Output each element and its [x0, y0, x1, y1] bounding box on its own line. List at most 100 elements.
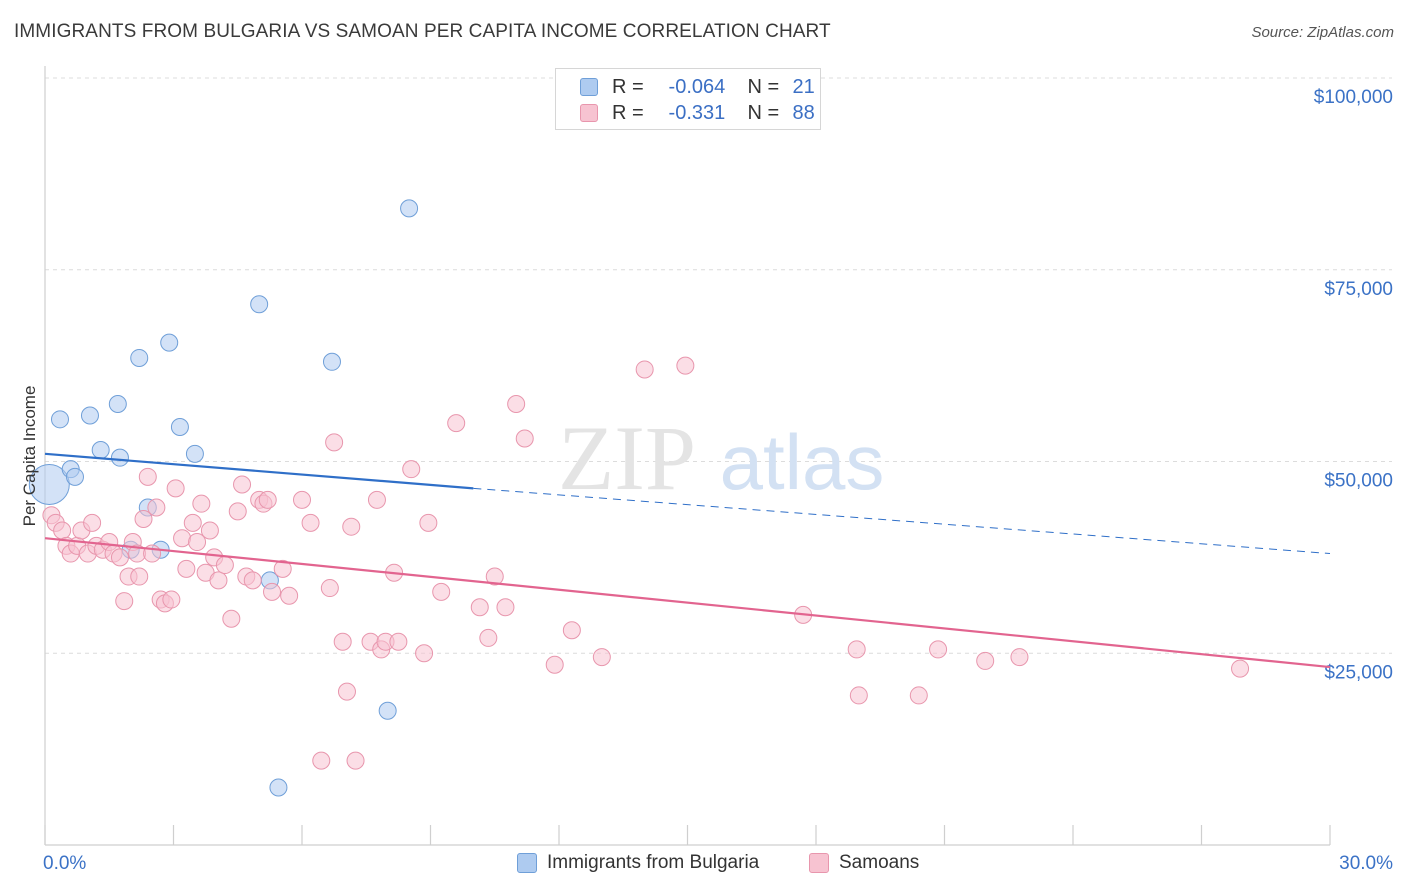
y-tick-label: $50,000 — [1324, 471, 1393, 492]
y-tick-label: $25,000 — [1324, 662, 1393, 683]
point-samoans — [325, 433, 344, 452]
point-samoans — [147, 498, 166, 517]
point-bulgaria — [108, 394, 127, 413]
axes — [44, 66, 1331, 846]
point-samoans — [485, 567, 504, 586]
point-samoans — [110, 548, 129, 567]
point-bulgaria — [91, 440, 110, 459]
chart-title: IMMIGRANTS FROM BULGARIA VS SAMOAN PER C… — [14, 21, 831, 42]
point-bulgaria — [250, 295, 269, 314]
point-samoans — [1010, 648, 1029, 667]
legend-n-value: 88 — [792, 101, 815, 124]
watermark-zip: ZIP — [558, 407, 696, 509]
legend-swatch-samoans — [580, 104, 598, 122]
legend-row-samoans: R = -0.331 N = 88 — [580, 101, 815, 125]
watermark-atlas: atlas — [720, 418, 885, 506]
point-bulgaria — [322, 352, 341, 371]
point-samoans — [507, 394, 526, 413]
point-samoans — [346, 751, 365, 770]
point-samoans — [402, 460, 421, 479]
y-tick-label: $75,000 — [1324, 279, 1393, 300]
legend-swatch-samoans — [809, 853, 829, 873]
point-samoans — [258, 490, 277, 509]
point-samoans — [301, 513, 320, 532]
y-tick-label: $100,000 — [1314, 87, 1393, 108]
point-samoans — [200, 521, 219, 540]
x-tick-label: 0.0% — [43, 853, 86, 874]
trendline-samoans — [44, 537, 1331, 669]
legend-n-label: N = — [747, 75, 780, 98]
point-bulgaria — [80, 406, 99, 425]
point-samoans — [115, 592, 134, 611]
point-samoans — [909, 686, 928, 705]
point-samoans — [545, 655, 564, 674]
point-samoans — [929, 640, 948, 659]
legend-n-value: 21 — [792, 75, 815, 98]
point-samoans — [676, 356, 695, 375]
legend-label-samoans: Samoans — [839, 852, 920, 873]
point-bulgaria — [130, 348, 149, 367]
grid — [45, 77, 1392, 654]
point-samoans — [177, 559, 196, 578]
point-bulgaria — [160, 333, 179, 352]
series-legend: Immigrants from Bulgaria Samoans — [0, 852, 1406, 878]
point-samoans — [233, 475, 252, 494]
y-axis-label: Per Capita Income — [20, 386, 39, 527]
legend-label-bulgaria: Immigrants from Bulgaria — [547, 852, 760, 873]
legend-r-value: -0.064 — [668, 75, 726, 98]
point-samoans — [138, 467, 157, 486]
point-samoans — [562, 621, 581, 640]
point-samoans — [333, 632, 352, 651]
point-samoans — [367, 490, 386, 509]
point-samoans — [243, 571, 262, 590]
point-samoans — [173, 529, 192, 548]
point-bulgaria — [269, 778, 288, 797]
point-samoans — [134, 510, 153, 529]
point-samoans — [419, 513, 438, 532]
x-tick-label: 30.0% — [1339, 853, 1393, 874]
point-bulgaria — [110, 448, 129, 467]
point-bulgaria — [50, 410, 69, 429]
source-label: Source: ZipAtlas.com — [1251, 24, 1394, 41]
point-samoans — [447, 414, 466, 433]
point-samoans — [162, 590, 181, 609]
trendlines — [44, 452, 1331, 669]
point-samoans — [222, 609, 241, 628]
point-samoans — [183, 513, 202, 532]
point-bulgaria — [28, 464, 70, 506]
point-samoans — [496, 598, 515, 617]
y-tick-labels: $25,000 $50,000 $75,000 $100,000 — [1314, 87, 1393, 683]
point-samoans — [849, 686, 868, 705]
point-samoans — [228, 502, 247, 521]
point-samoans — [192, 494, 211, 513]
point-samoans — [215, 556, 234, 575]
legend-swatch-bulgaria — [580, 78, 598, 96]
legend-r-value: -0.331 — [668, 101, 726, 124]
data-points — [28, 199, 1250, 797]
point-samoans — [312, 751, 331, 770]
point-samoans — [592, 648, 611, 667]
point-samoans — [53, 521, 72, 540]
trendline-bulgaria-projection — [473, 487, 1331, 555]
point-samoans — [432, 582, 451, 601]
point-samoans — [166, 479, 185, 498]
point-samoans — [389, 632, 408, 651]
legend-item-bulgaria: Immigrants from Bulgaria — [517, 852, 759, 874]
legend-n-label: N = — [747, 101, 780, 124]
legend-item-samoans: Samoans — [809, 852, 919, 874]
point-bulgaria — [170, 417, 189, 436]
point-samoans — [470, 598, 489, 617]
point-samoans — [342, 517, 361, 536]
legend-row-bulgaria: R = -0.064 N = 21 — [580, 75, 815, 99]
correlation-legend: R = -0.064 N = 21 R = -0.331 N = 88 — [555, 68, 821, 130]
point-bulgaria — [185, 444, 204, 463]
point-samoans — [263, 582, 282, 601]
point-bulgaria — [65, 467, 84, 486]
point-bulgaria — [400, 199, 419, 218]
point-samoans — [515, 429, 534, 448]
point-samoans — [847, 640, 866, 659]
point-samoans — [273, 559, 292, 578]
point-samoans — [188, 533, 207, 552]
point-samoans — [976, 651, 995, 670]
